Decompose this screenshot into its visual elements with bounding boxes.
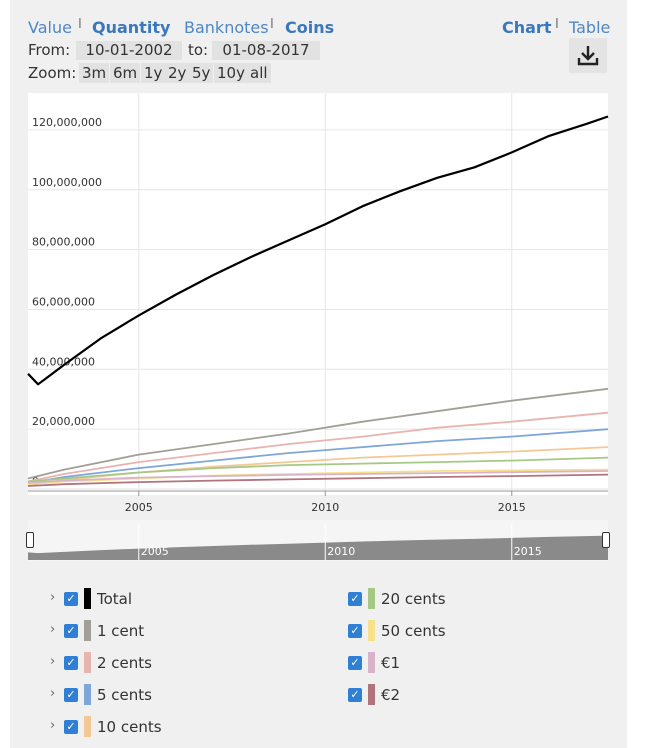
series-line-total <box>27 115 609 386</box>
zoom-2y-button[interactable]: 2y <box>165 63 190 83</box>
series-line--1 <box>27 470 609 484</box>
series-line-5-cents <box>27 428 609 484</box>
navigator-area <box>28 535 608 560</box>
checkmark-icon[interactable]: ✓ <box>64 624 78 638</box>
legend-swatch <box>84 652 91 673</box>
legend-label: 5 cents <box>97 686 152 704</box>
checkmark-icon[interactable]: ✓ <box>64 656 78 670</box>
toggle-separator: I <box>270 17 274 32</box>
series-line-1-cent <box>27 387 609 480</box>
checkmark-icon[interactable]: ✓ <box>348 624 362 638</box>
chevron-right-icon[interactable]: › <box>50 590 56 605</box>
checkmark-icon[interactable]: ✓ <box>64 592 78 606</box>
value-toggle[interactable]: Value <box>28 18 72 37</box>
legend-swatch <box>84 620 91 641</box>
coins-toggle[interactable]: Coins <box>285 18 335 37</box>
download-icon <box>577 46 599 66</box>
toggle-separator: I <box>555 17 559 32</box>
navigator-tick-label: 2005 <box>141 545 169 558</box>
chevron-right-icon[interactable]: › <box>50 654 56 669</box>
checkmark-icon[interactable]: ✓ <box>348 592 362 606</box>
y-tick-label: 40,000,000 <box>32 355 95 368</box>
legend-label: €2 <box>381 686 401 704</box>
table-view-toggle[interactable]: Table <box>569 18 611 37</box>
legend-label: 20 cents <box>381 590 446 608</box>
legend-label: 2 cents <box>97 654 152 672</box>
chevron-right-icon[interactable]: › <box>50 622 56 637</box>
navigator-tick-label: 2010 <box>327 545 355 558</box>
chevron-right-icon[interactable]: › <box>50 718 56 733</box>
legend-label: Total <box>97 590 133 608</box>
quantity-toggle[interactable]: Quantity <box>92 18 171 37</box>
chevron-right-icon[interactable]: › <box>50 686 56 701</box>
y-tick-label: 60,000,000 <box>32 295 95 308</box>
checkmark-icon[interactable]: ✓ <box>64 688 78 702</box>
legend: › ✓ Total › ✓ 1 cent › ✓ 2 cents › ✓ 5 c… <box>28 571 608 748</box>
y-tick-label: 100,000,000 <box>32 176 102 189</box>
y-tick-label: 20,000,000 <box>32 415 95 428</box>
chart-view-toggle[interactable]: Chart <box>502 18 552 37</box>
navigator-right-handle[interactable] <box>602 532 610 548</box>
to-label: to: <box>188 41 209 59</box>
y-tick-label: 80,000,000 <box>32 236 95 249</box>
x-tick-label: 2015 <box>498 501 526 514</box>
legend-swatch <box>84 684 91 705</box>
checkmark-icon[interactable]: ✓ <box>64 720 78 734</box>
banknotes-toggle[interactable]: Banknotes <box>184 18 269 37</box>
x-tick-label: 2010 <box>311 501 339 514</box>
from-label: From: <box>28 41 71 59</box>
legend-swatch <box>368 684 375 705</box>
y-tick-label: 120,000,000 <box>32 116 102 129</box>
legend-label: 1 cent <box>97 622 145 640</box>
to-date-input[interactable]: 01-08-2017 <box>212 41 320 60</box>
navigator-left-handle[interactable] <box>26 532 34 548</box>
checkmark-icon[interactable]: ✓ <box>348 688 362 702</box>
zoom-1y-button[interactable]: 1y <box>141 63 166 83</box>
navigator-tick-label: 2015 <box>514 545 542 558</box>
zoom-3m-button[interactable]: 3m <box>79 63 110 83</box>
legend-swatch <box>84 716 91 737</box>
series-line-20-cents <box>27 456 609 483</box>
zoom-10y-button[interactable]: 10y <box>214 63 248 83</box>
zoom-6m-button[interactable]: 6m <box>110 63 141 83</box>
series-line--2 <box>27 473 609 487</box>
from-date-input[interactable]: 10-01-2002 <box>76 41 182 60</box>
series-line-10-cents <box>27 446 609 486</box>
x-tick-label: 2005 <box>125 501 153 514</box>
legend-swatch <box>368 652 375 673</box>
checkmark-icon[interactable]: ✓ <box>348 656 362 670</box>
toggle-separator: I <box>78 17 82 32</box>
legend-swatch <box>368 620 375 641</box>
download-button[interactable] <box>569 38 607 73</box>
legend-swatch <box>84 588 91 609</box>
zoom-all-button[interactable]: all <box>247 63 271 83</box>
legend-label: 10 cents <box>97 718 162 736</box>
legend-label: €1 <box>381 654 401 672</box>
coin-quantity-chart: 020,000,00040,000,00060,000,00080,000,00… <box>27 93 609 514</box>
zoom-5y-button[interactable]: 5y <box>189 63 214 83</box>
series-line-2-cents <box>27 411 609 483</box>
legend-label: 50 cents <box>381 622 446 640</box>
zoom-label: Zoom: <box>28 64 77 82</box>
navigator-graph: 2005 2010 2015 <box>28 524 608 560</box>
legend-swatch <box>368 588 375 609</box>
